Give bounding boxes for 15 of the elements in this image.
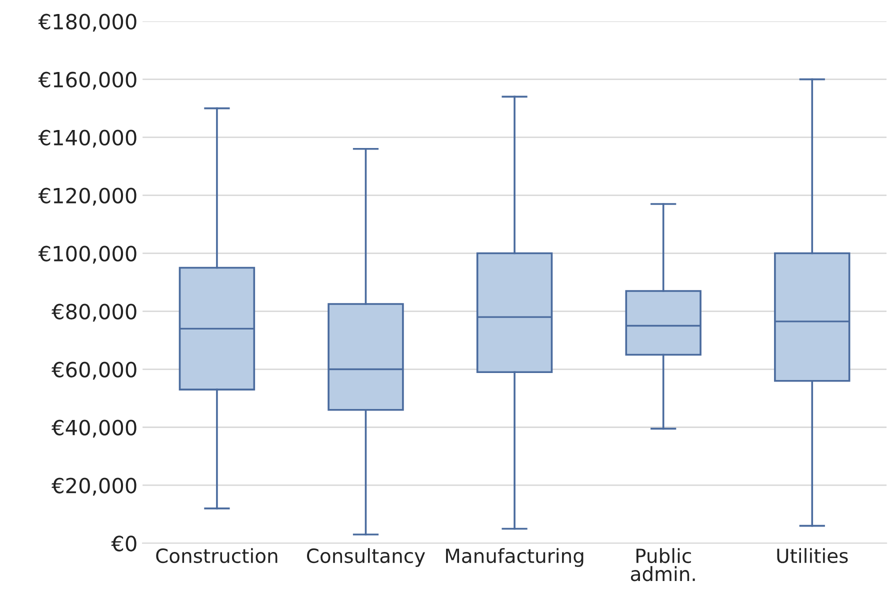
y-tick-label: €140,000	[38, 130, 136, 148]
y-tick-label: €40,000	[52, 420, 136, 438]
x-tick-label: Construction	[156, 548, 278, 564]
y-tick-label: €160,000	[38, 72, 136, 90]
y-tick-label: €100,000	[38, 246, 136, 264]
y-tick-label: €60,000	[52, 362, 136, 380]
x-tick-label: Manufacturing	[446, 548, 584, 567]
y-tick-label: €180,000	[38, 14, 136, 32]
x-tick-label: Public admin.	[630, 548, 695, 582]
y-tick-label: €120,000	[38, 188, 136, 206]
x-tick-label: Consultancy	[306, 548, 426, 567]
x-tick-label: Utilities	[777, 548, 848, 564]
y-tick-label: €0	[111, 536, 136, 552]
y-tick-label: €20,000	[52, 478, 136, 496]
y-tick-label: €80,000	[52, 304, 136, 322]
